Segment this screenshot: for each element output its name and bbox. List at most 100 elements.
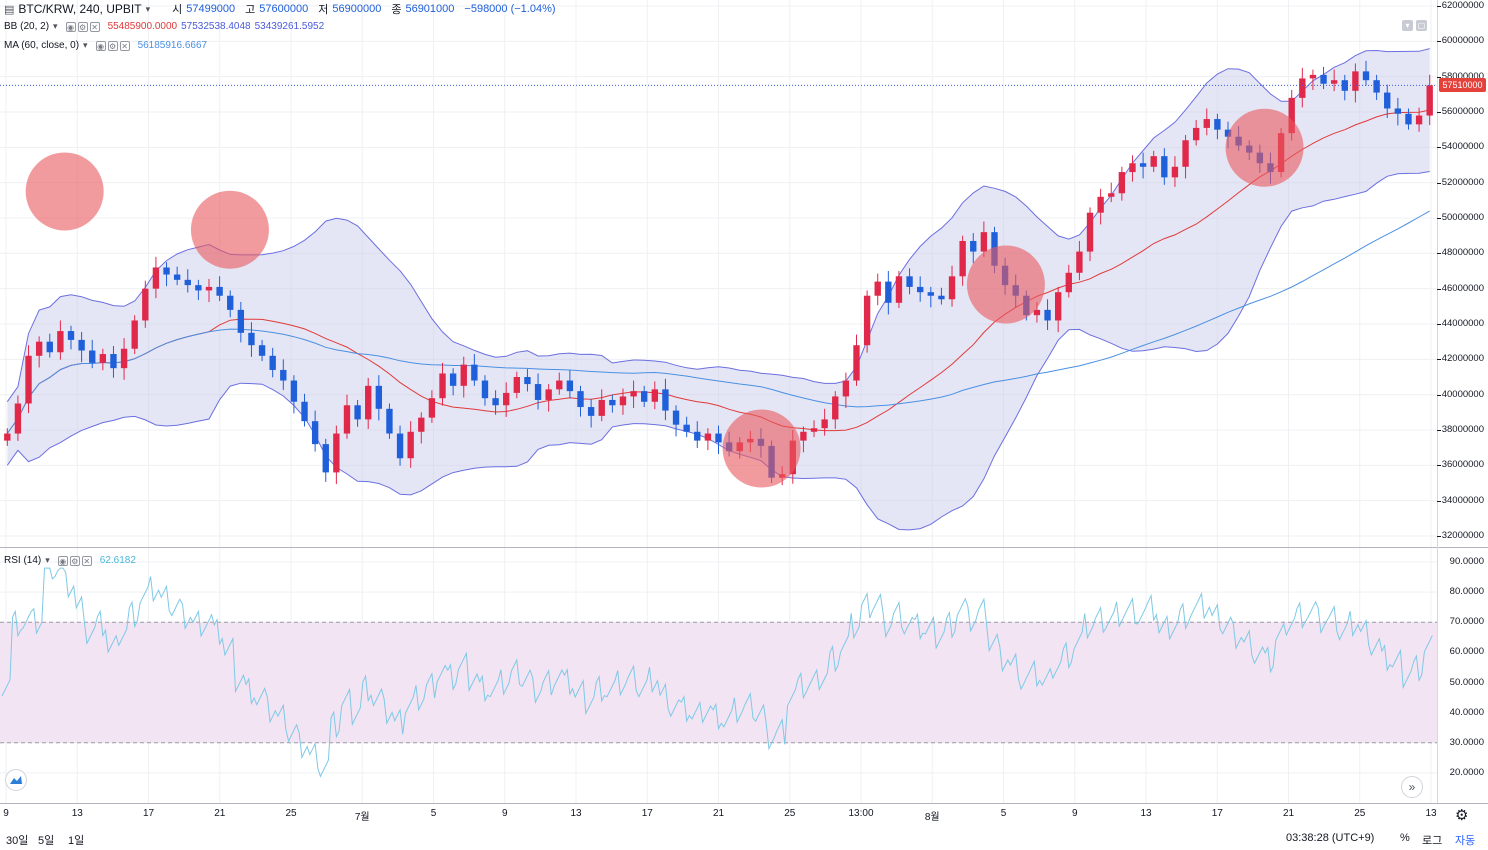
time-axis-label: 9 xyxy=(1071,808,1078,819)
candle xyxy=(142,288,149,321)
candle xyxy=(800,431,807,441)
eye-icon[interactable]: ◉ xyxy=(95,40,106,51)
price-axis-label: 46000000 xyxy=(1441,282,1484,294)
candle xyxy=(948,276,956,300)
time-axis-label: 25 xyxy=(1354,808,1366,819)
bb-label[interactable]: BB (20, 2) xyxy=(4,21,50,32)
range-1d-button[interactable]: 1일 xyxy=(68,835,85,847)
price-axis-label: 38000000 xyxy=(1441,424,1484,435)
high-label: 고 xyxy=(245,4,256,16)
time-axis-label: 17 xyxy=(641,808,653,819)
close-icon[interactable]: ✕ xyxy=(119,40,130,51)
candle xyxy=(418,417,425,432)
rsi-pane[interactable] xyxy=(0,548,1437,803)
candle xyxy=(1214,119,1221,130)
settings-icon[interactable]: ⚙ xyxy=(107,40,118,51)
bollinger-basis-line xyxy=(6,109,1430,434)
bb-legend[interactable]: BB (20, 2) ▾ ◉ ⚙ ✕ 55485900.0000 5753253… xyxy=(4,21,324,32)
range-5d-button[interactable]: 5일 xyxy=(38,835,55,847)
ma-label[interactable]: MA (60, close, 0) xyxy=(4,40,80,51)
candle xyxy=(258,345,266,356)
eye-icon[interactable]: ◉ xyxy=(65,21,76,32)
candle xyxy=(916,286,924,293)
auto-toggle[interactable]: 자동 xyxy=(1455,835,1476,847)
candle xyxy=(609,399,616,406)
time-axis-divider xyxy=(0,803,1488,804)
candle xyxy=(842,380,850,397)
chevron-down-icon[interactable]: ▾ xyxy=(83,40,88,50)
symbol-legend: ▤ BTC/KRW, 240, UPBIT ▾ 시 57499000 고 57600… xyxy=(4,1,556,17)
price-pane[interactable] xyxy=(0,0,1437,547)
close-icon[interactable]: ✕ xyxy=(81,555,92,566)
rsi-line xyxy=(1,567,1433,778)
open-value: 57499000 xyxy=(186,3,236,15)
candle xyxy=(1171,166,1179,178)
price-axis-tick xyxy=(1437,324,1441,325)
price-axis-label: 44000000 xyxy=(1441,318,1484,329)
chevron-down-icon[interactable]: ▾ xyxy=(145,3,151,14)
pane-maximize-icon[interactable]: ▢ xyxy=(1416,20,1427,31)
candle xyxy=(131,320,138,349)
percent-toggle[interactable]: % xyxy=(1400,832,1410,844)
clock[interactable]: 03:38:28 (UTC+9) xyxy=(1286,832,1375,844)
candle xyxy=(1192,127,1200,141)
pane-divider[interactable] xyxy=(0,547,1488,548)
ma-legend[interactable]: MA (60, close, 0) ▾ ◉ ⚙ ✕ 56185916.6667 xyxy=(4,40,207,51)
chevron-down-icon[interactable]: ▾ xyxy=(45,555,50,565)
change-value: −598000 (−1.04%) xyxy=(464,3,556,15)
close-icon[interactable]: ✕ xyxy=(89,21,100,32)
price-axis-label: 58000000 xyxy=(1441,70,1484,82)
price-axis-tick xyxy=(1437,288,1441,290)
candle xyxy=(290,380,298,402)
chart-layout-icon[interactable]: ▤ xyxy=(4,3,15,16)
candle xyxy=(1139,163,1147,167)
time-axis-label: 17 xyxy=(1211,808,1223,819)
candle xyxy=(57,331,64,353)
candle xyxy=(407,431,414,459)
price-chart[interactable] xyxy=(0,0,1437,547)
tradingview-logo-icon[interactable] xyxy=(5,769,27,791)
time-axis-label: 8월 xyxy=(924,812,940,823)
candle xyxy=(1150,156,1157,167)
time-axis-label: 13 xyxy=(1140,808,1152,819)
gear-icon[interactable]: ⚙ xyxy=(1455,807,1469,824)
settings-icon[interactable]: ⚙ xyxy=(77,21,88,32)
candle xyxy=(970,240,977,252)
price-axis-tick xyxy=(1437,536,1441,537)
candle xyxy=(1097,196,1104,213)
rsi-label[interactable]: RSI (14) xyxy=(4,555,42,566)
candle xyxy=(449,373,457,386)
candle xyxy=(471,364,478,381)
candle xyxy=(683,424,690,432)
rsi-legend[interactable]: RSI (14) ▾ ◉ ⚙ ✕ 62.6182 xyxy=(4,555,136,566)
close-value: 56901000 xyxy=(405,3,455,15)
candle xyxy=(587,407,595,416)
log-toggle[interactable]: 로그 xyxy=(1422,835,1443,847)
candle xyxy=(396,433,404,459)
price-axis-tick xyxy=(1437,359,1441,361)
price-axis-tick xyxy=(1437,500,1441,502)
eye-icon[interactable]: ◉ xyxy=(57,555,68,566)
rsi-axis-label: 40.0000 xyxy=(1449,706,1484,718)
range-30d-button[interactable]: 30일 xyxy=(6,835,29,847)
candle xyxy=(503,392,510,406)
candle xyxy=(163,267,170,275)
price-axis-label: 60000000 xyxy=(1441,35,1484,47)
chevron-down-icon[interactable]: ▾ xyxy=(53,21,58,31)
time-axis-label: 17 xyxy=(142,808,155,819)
scroll-to-realtime-icon[interactable]: » xyxy=(1401,776,1423,798)
price-axis-tick xyxy=(1437,112,1441,113)
candle xyxy=(577,391,584,408)
price-axis-tick xyxy=(1437,6,1441,7)
symbol-name[interactable]: BTC/KRW, 240, UPBIT xyxy=(18,2,142,16)
candle xyxy=(439,373,446,399)
rsi-chart[interactable] xyxy=(0,548,1437,803)
candle xyxy=(959,240,966,277)
time-axis-label: 13 xyxy=(570,808,582,819)
bb-upper-value: 57532538.4048 xyxy=(181,21,251,32)
candle xyxy=(662,389,669,411)
candle xyxy=(227,295,234,310)
candle xyxy=(195,285,202,291)
pane-collapse-icon[interactable]: ▾ xyxy=(1402,20,1413,31)
settings-icon[interactable]: ⚙ xyxy=(69,555,80,566)
